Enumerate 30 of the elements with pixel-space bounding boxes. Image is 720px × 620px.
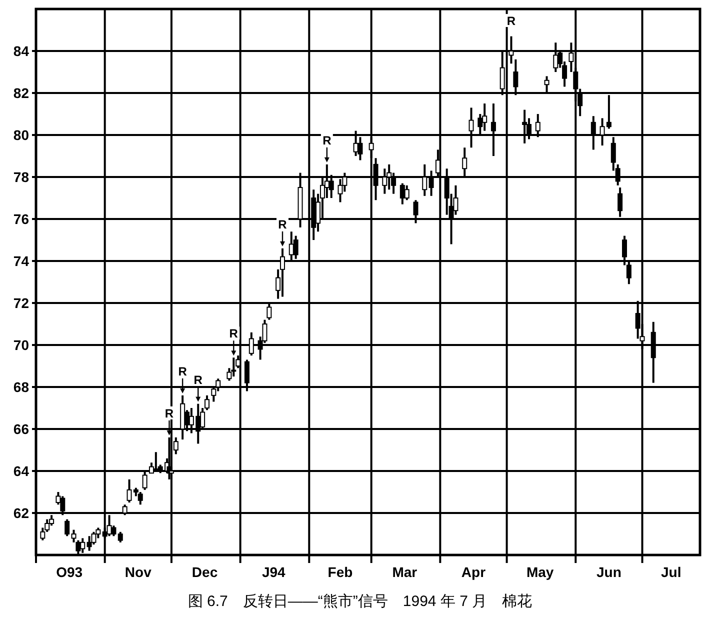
annotation: R [178,364,188,378]
x-tick-label: Nov [124,564,152,580]
x-tick-label: Feb [328,564,353,580]
y-tick-label: 82 [13,85,30,101]
y-tick-label: 74 [13,253,30,269]
y-tick-label: 80 [13,127,30,143]
x-tick-label: Dec [192,564,218,580]
annotation: R [322,133,332,148]
annotation: R [164,406,174,420]
y-tick-label: 72 [13,295,30,311]
annotation: R [194,372,203,387]
y-tick-label: 68 [13,379,30,395]
x-tick-label: Mar [392,564,418,580]
x-tick-label: Apr [461,564,486,580]
y-tick-label: 70 [13,337,30,353]
caption: 图 6.7 反转日——“熊市”信号 1994 年 7 月 棉花 [188,593,532,610]
annotation: R [229,326,238,341]
y-tick-label: 64 [13,463,30,479]
x-tick-label: O93 [56,564,83,580]
y-tick-label: 62 [13,505,30,521]
y-tick-label: 76 [13,211,30,227]
y-tick-label: 78 [13,169,30,185]
y-tick-label: 84 [13,43,30,59]
y-tick-label: 66 [13,421,30,437]
x-tick-label: Jun [596,564,622,580]
x-tick-label: May [526,564,554,580]
annotation: R [506,14,516,28]
annotation: R [278,217,288,232]
x-tick-label: Jul [661,564,682,580]
x-tick-label: J94 [262,564,286,580]
